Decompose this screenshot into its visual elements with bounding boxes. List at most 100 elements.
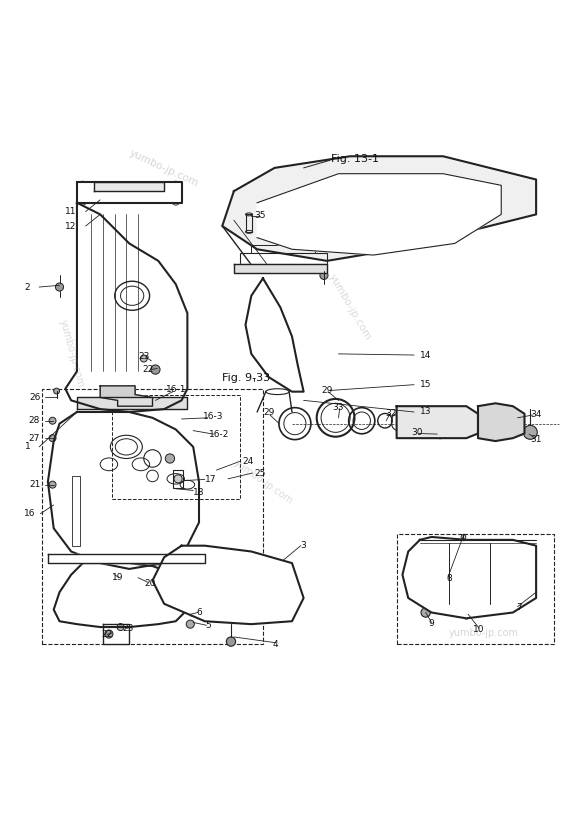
Circle shape — [140, 355, 147, 362]
Text: 16-1: 16-1 — [165, 386, 186, 395]
Circle shape — [436, 429, 445, 438]
Polygon shape — [402, 537, 536, 618]
Bar — [72, 476, 81, 545]
Text: 29: 29 — [263, 408, 274, 417]
Text: 26: 26 — [29, 393, 41, 402]
Text: 29: 29 — [321, 386, 332, 395]
Text: 16-3: 16-3 — [203, 412, 224, 421]
Bar — [251, 245, 315, 253]
Bar — [42, 389, 263, 644]
Circle shape — [79, 181, 87, 190]
Bar — [173, 471, 183, 488]
Text: 18: 18 — [193, 488, 205, 497]
Text: 11: 11 — [65, 207, 77, 216]
Polygon shape — [65, 203, 187, 412]
Text: 8: 8 — [446, 574, 452, 583]
Circle shape — [227, 637, 235, 646]
Polygon shape — [95, 182, 164, 191]
Circle shape — [172, 197, 180, 205]
Circle shape — [106, 400, 112, 407]
Circle shape — [146, 400, 153, 407]
Circle shape — [151, 365, 160, 374]
Polygon shape — [100, 386, 152, 406]
Circle shape — [55, 283, 64, 291]
Text: 25: 25 — [255, 469, 266, 478]
Bar — [245, 214, 252, 232]
Polygon shape — [257, 174, 501, 255]
Text: 23: 23 — [138, 353, 150, 361]
Bar — [112, 395, 239, 499]
Circle shape — [164, 400, 171, 407]
Text: 3: 3 — [301, 541, 307, 550]
Text: yumbo-jp.com: yumbo-jp.com — [449, 628, 519, 638]
Circle shape — [421, 608, 430, 617]
Polygon shape — [48, 555, 205, 563]
Text: 33: 33 — [333, 403, 344, 412]
Polygon shape — [234, 264, 327, 273]
Text: yumbo-jp.com: yumbo-jp.com — [128, 147, 200, 189]
Bar — [220, 601, 248, 612]
Circle shape — [462, 610, 471, 619]
Bar — [397, 534, 554, 644]
Polygon shape — [245, 279, 304, 391]
Text: 16: 16 — [23, 509, 35, 518]
Polygon shape — [54, 563, 193, 627]
Text: Fig. 13-1: Fig. 13-1 — [331, 154, 379, 164]
Bar — [92, 186, 164, 198]
Text: 30: 30 — [411, 428, 423, 437]
Bar — [298, 220, 367, 241]
Text: 15: 15 — [420, 380, 432, 389]
Circle shape — [54, 388, 60, 394]
Bar — [239, 253, 327, 264]
Circle shape — [49, 481, 56, 488]
Circle shape — [523, 425, 537, 439]
Text: 24: 24 — [243, 456, 254, 466]
Text: 20: 20 — [144, 579, 155, 588]
Text: 9: 9 — [429, 619, 434, 628]
Circle shape — [189, 608, 197, 616]
Text: 23: 23 — [123, 624, 134, 633]
Circle shape — [320, 271, 328, 279]
Text: 6: 6 — [196, 608, 202, 617]
Circle shape — [49, 417, 56, 424]
Text: 35: 35 — [254, 211, 266, 220]
Bar — [117, 389, 135, 403]
Text: yumbo-jp.com: yumbo-jp.com — [231, 457, 294, 506]
Circle shape — [49, 435, 56, 442]
Text: 28: 28 — [29, 416, 40, 425]
Text: 22: 22 — [102, 630, 113, 639]
Text: 14: 14 — [420, 350, 432, 359]
Polygon shape — [223, 157, 536, 261]
Text: yumbo-jp.com: yumbo-jp.com — [57, 319, 85, 389]
Circle shape — [88, 400, 95, 407]
Text: 7: 7 — [516, 603, 522, 612]
Text: 32: 32 — [385, 409, 397, 418]
Text: 34: 34 — [530, 410, 542, 419]
Polygon shape — [48, 412, 199, 569]
Polygon shape — [103, 624, 129, 644]
Circle shape — [79, 197, 87, 205]
Text: 5: 5 — [205, 620, 211, 630]
Text: 27: 27 — [29, 433, 40, 442]
Text: 10: 10 — [474, 625, 485, 634]
Circle shape — [306, 265, 313, 272]
Text: 22: 22 — [142, 365, 154, 374]
Circle shape — [186, 620, 194, 628]
Text: 17: 17 — [205, 475, 217, 484]
Polygon shape — [77, 182, 182, 203]
Text: 16-2: 16-2 — [209, 429, 230, 438]
Text: 21: 21 — [29, 480, 41, 489]
Polygon shape — [397, 406, 478, 438]
Circle shape — [172, 181, 180, 190]
Polygon shape — [152, 545, 304, 624]
Text: 4: 4 — [273, 640, 279, 649]
Text: 2: 2 — [25, 283, 30, 292]
Text: Fig. 9-33: Fig. 9-33 — [223, 373, 270, 383]
Circle shape — [174, 475, 182, 483]
Text: yumbo-jp.com: yumbo-jp.com — [327, 273, 373, 343]
Text: 31: 31 — [530, 435, 542, 444]
Text: 19: 19 — [112, 574, 123, 582]
Polygon shape — [478, 403, 524, 441]
Text: 12: 12 — [65, 222, 77, 231]
Circle shape — [117, 624, 124, 630]
